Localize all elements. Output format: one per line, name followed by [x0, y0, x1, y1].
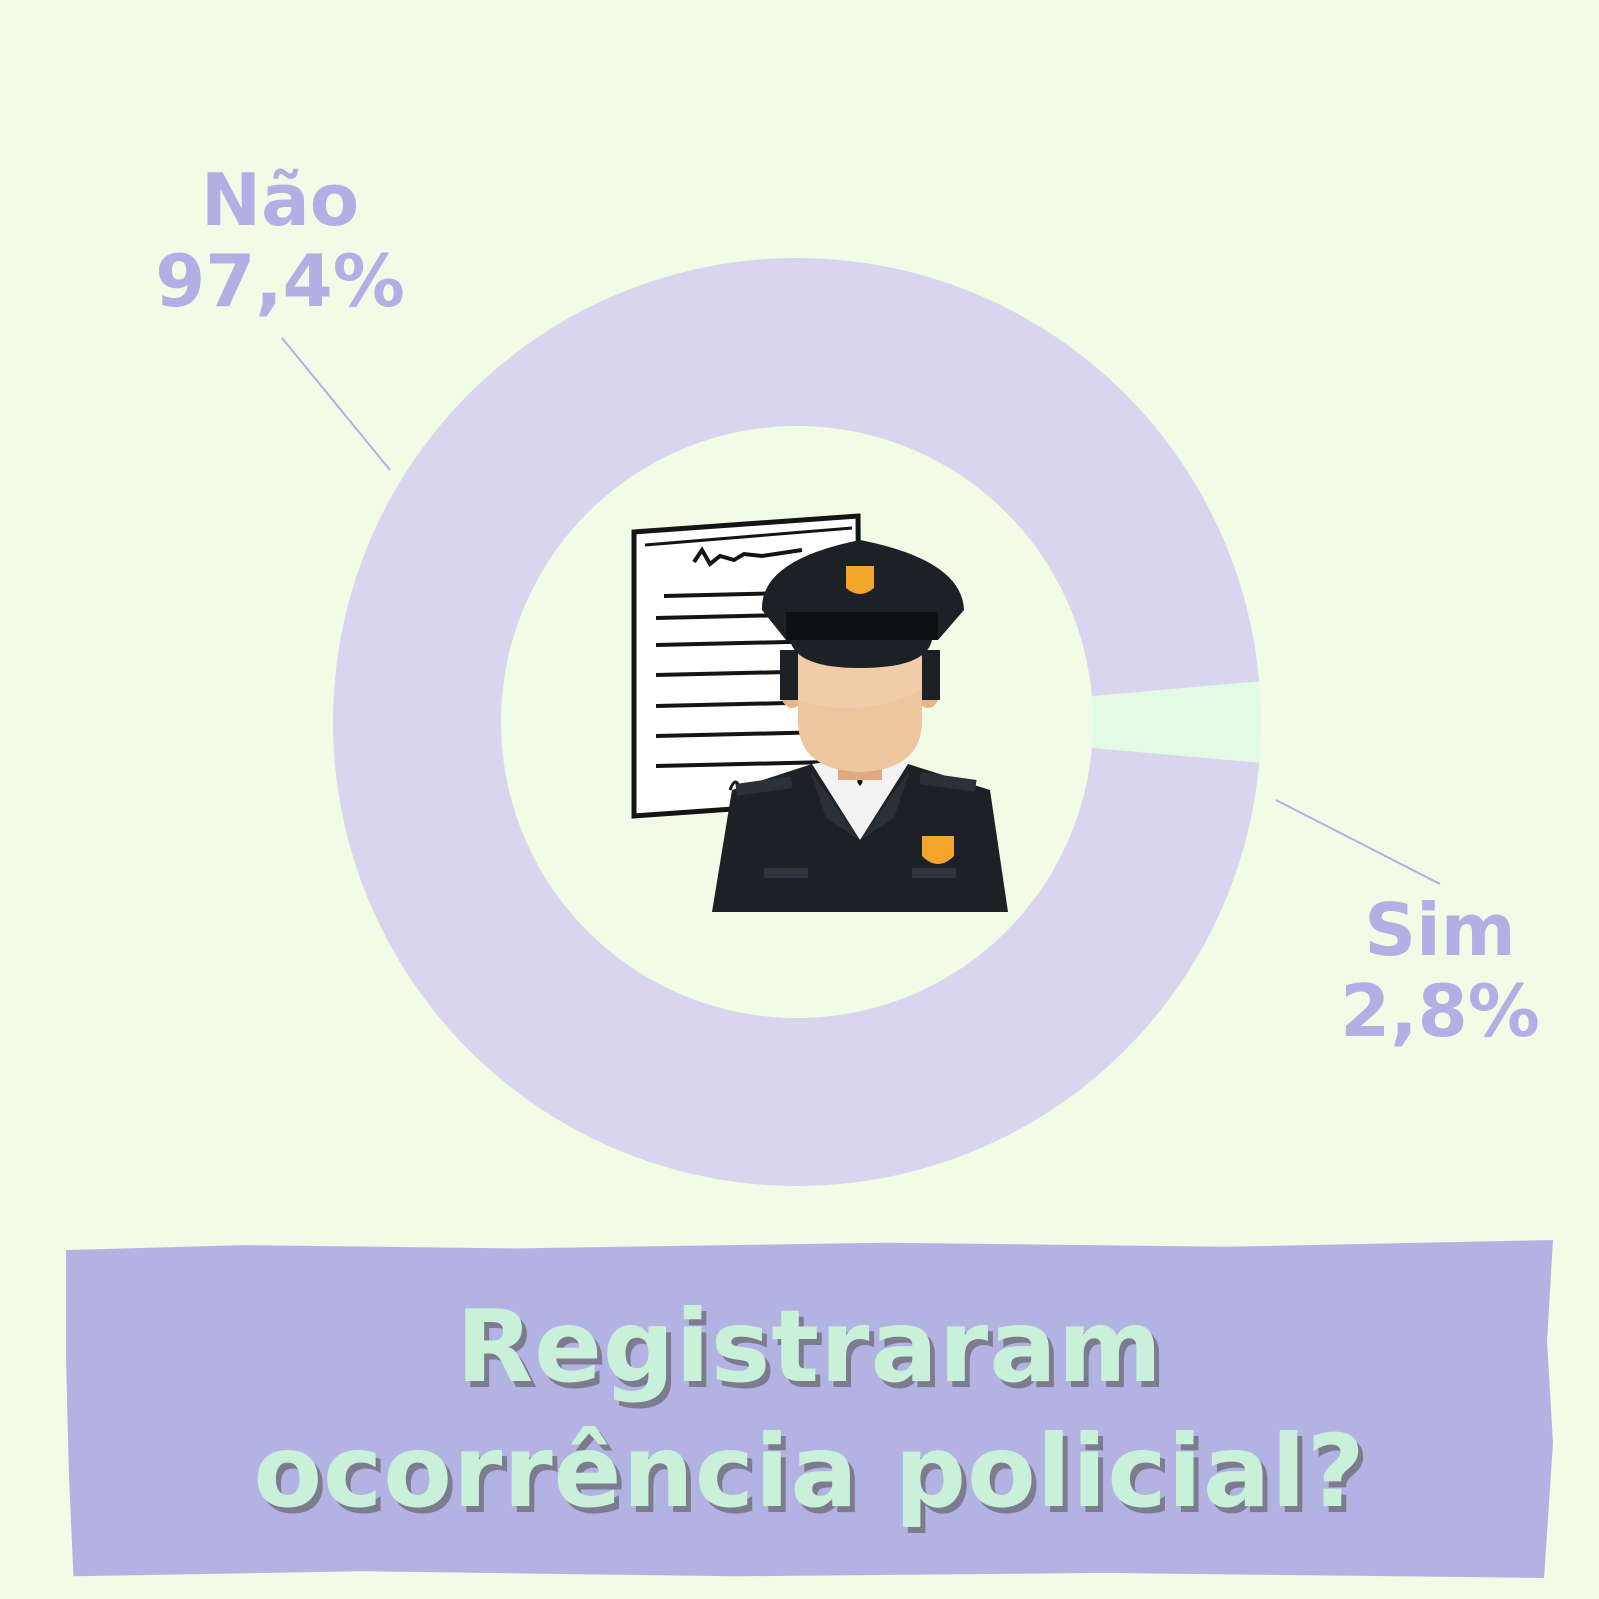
leader-line-nao [281, 337, 391, 471]
chart-title: Registraram ocorrência policial? [66, 1284, 1553, 1534]
police-officer-with-report-icon [631, 513, 1008, 912]
slice-label-nao: Não 97,4% [130, 160, 430, 321]
leader-line-sim [1275, 799, 1441, 885]
slice-label-sim: Sim 2,8% [1290, 890, 1590, 1051]
title-banner: Registraram ocorrência policial? [66, 1240, 1553, 1578]
slice-label-sim-value: 2,8% [1340, 968, 1540, 1053]
donut-slice-sim [1091, 681, 1261, 763]
slice-label-sim-name: Sim [1364, 888, 1516, 972]
chart-title-line-1: Registraram [456, 1288, 1163, 1405]
donut-slices [332, 258, 1261, 1186]
chart-title-line-2: ocorrência policial? [253, 1413, 1366, 1530]
slice-label-nao-value: 97,4% [155, 238, 405, 323]
slice-label-nao-name: Não [200, 158, 360, 242]
donut-slice-nao [332, 258, 1260, 1186]
